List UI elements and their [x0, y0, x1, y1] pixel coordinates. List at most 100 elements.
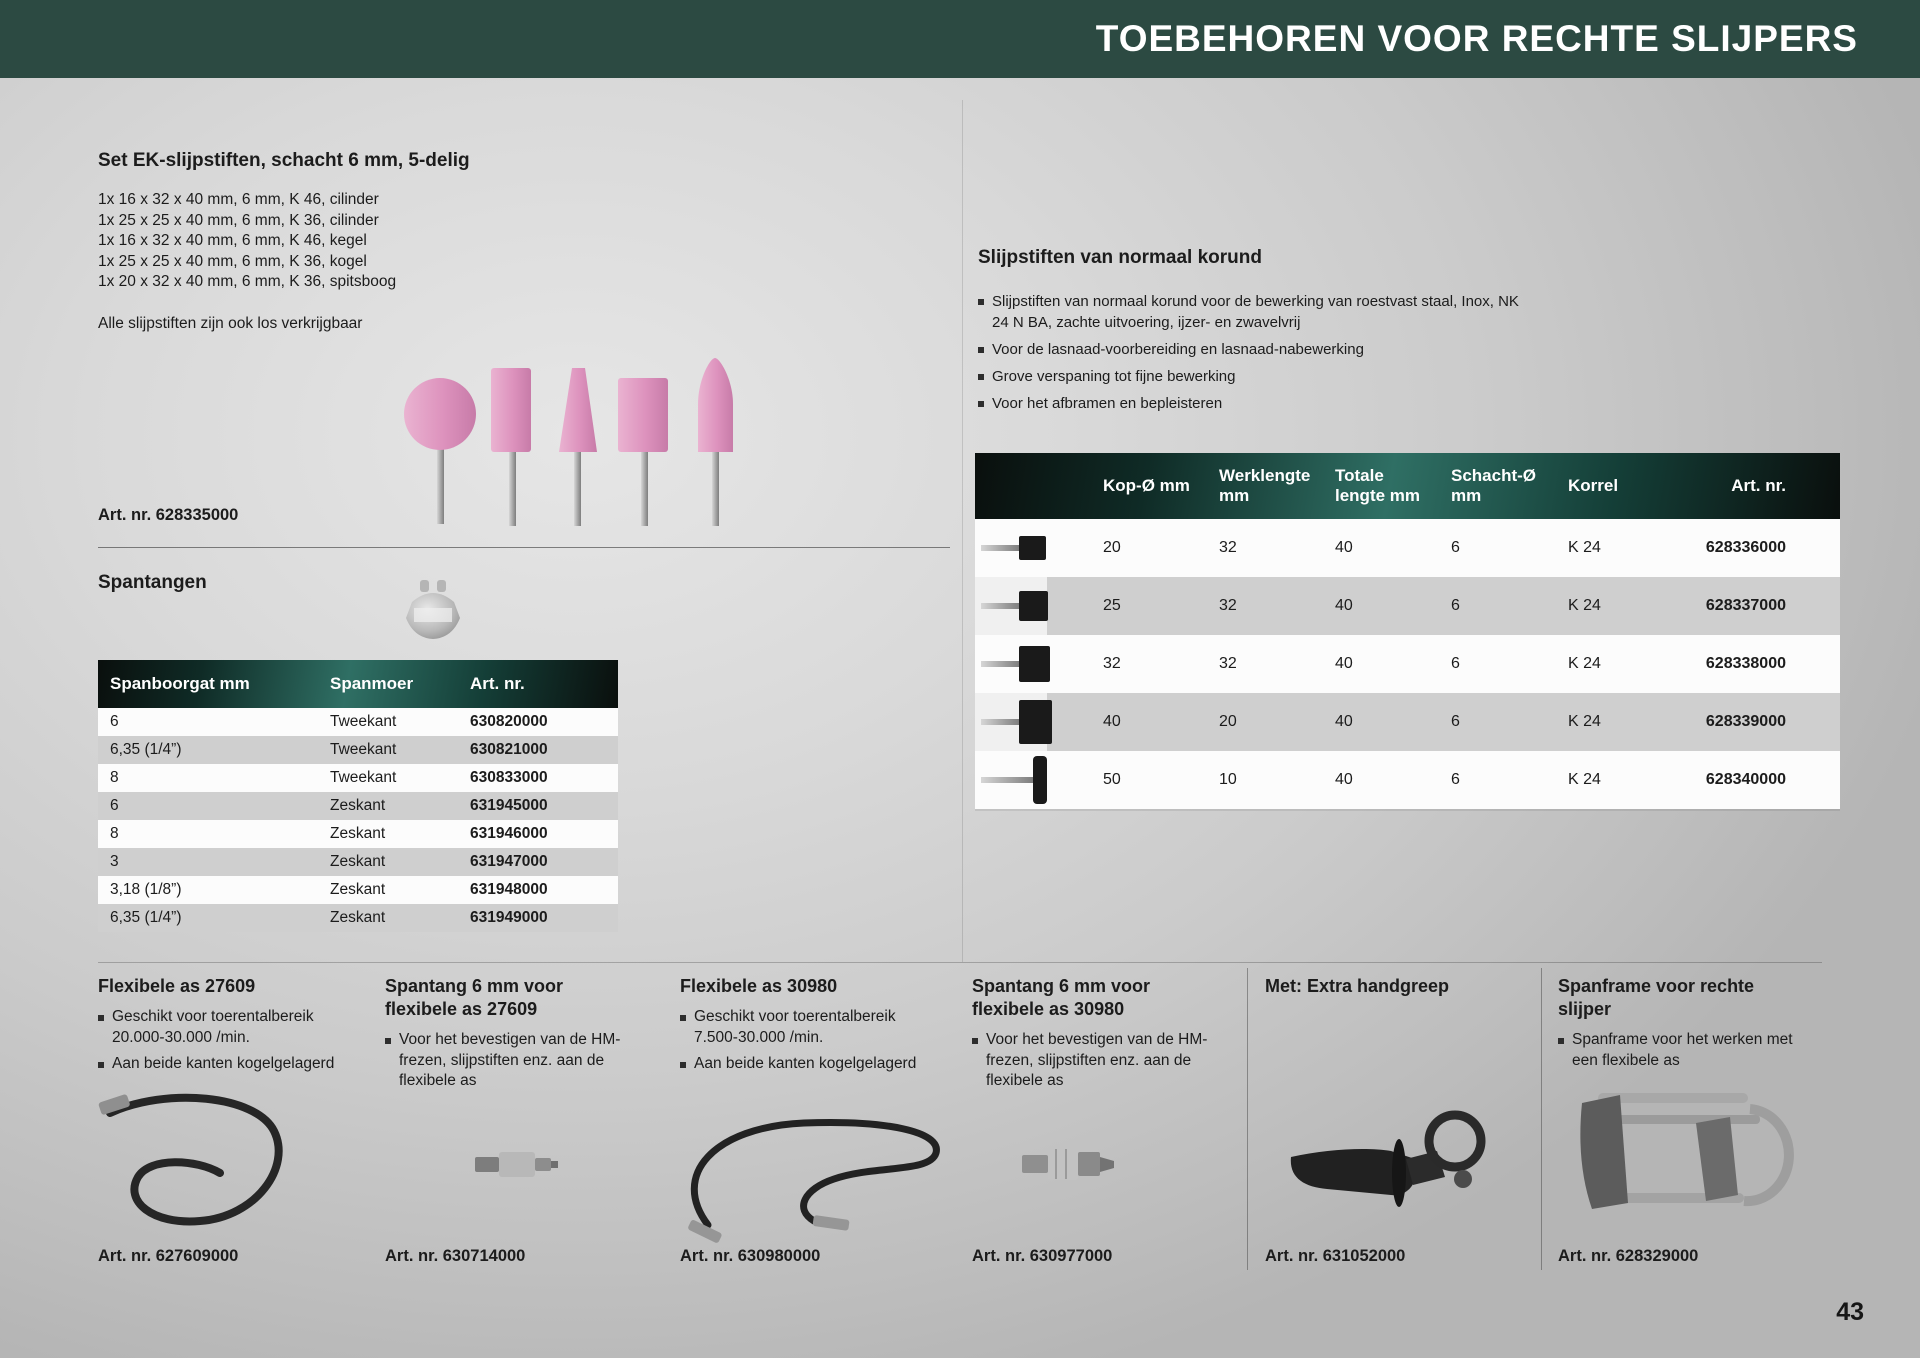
product-title: Flexibele as 30980: [680, 976, 838, 996]
side-handle-image: [1290, 1110, 1486, 1207]
cell-spanmoer: Zeskant: [330, 881, 386, 898]
cell-art-nr: 628340000: [1705, 771, 1786, 788]
cell-spanmoer: Zeskant: [330, 909, 386, 926]
cell-spanmoer: Tweekant: [330, 713, 397, 730]
cell-werklengte: 10: [1219, 771, 1237, 788]
col-header-werklengte: Werklengte mm: [1219, 466, 1311, 505]
cell-spanboorgat: 6: [110, 797, 119, 814]
korund-bullet-list: Slijpstiften van normaal korund voor de …: [978, 291, 1523, 420]
cell-art-nr: 631948000: [470, 881, 548, 898]
cell-spanmoer: Tweekant: [330, 769, 397, 786]
product-extra-handgreep: Met: Extra handgreep Art. nr. 631052000: [1265, 975, 1533, 1270]
product-art-nr: Art. nr. 630980000: [680, 1247, 821, 1265]
list-item: Geschikt voor toerentalbereik 20.000-30.…: [98, 1007, 348, 1048]
col-header-spanboorgat: Spanboorgat mm: [110, 674, 250, 693]
bullet-marker-icon: [978, 339, 992, 360]
bullet-text: Spanframe voor het werken met een flexib…: [1572, 1031, 1793, 1069]
list-item: Aan beide kanten kogelgelagerd: [680, 1054, 930, 1075]
cell-werklengte: 32: [1219, 539, 1237, 556]
grinding-pin-image: [975, 638, 1103, 690]
col-header-spanmoer: Spanmoer: [330, 674, 414, 693]
collet-chuck-image: [1022, 1148, 1114, 1180]
product-art-nr: Art. nr. 630977000: [972, 1247, 1113, 1265]
korund-section-title: Slijpstiften van normaal korund: [978, 247, 1262, 268]
bullet-text: Grove verspaning tot fijne bewerking: [992, 368, 1236, 385]
list-item: Spanframe voor het werken met een flexib…: [1558, 1030, 1808, 1071]
cell-korrel: K 24: [1568, 713, 1601, 730]
bullet-marker-icon: [680, 1007, 694, 1048]
cell-totale-lengte: 40: [1335, 655, 1353, 672]
page-number: 43: [1836, 1298, 1864, 1326]
grinding-stones-set-image: [404, 358, 733, 526]
cell-art-nr: 631945000: [470, 797, 548, 814]
flexible-shaft-image: [98, 1093, 283, 1226]
spantangen-table-body: 6 Tweekant 630820000 6,35 (1/4”) Tweekant 63…: [98, 708, 618, 932]
cell-schacht: 6: [1451, 539, 1460, 556]
page-header: TOEBEHOREN VOOR RECHTE SLIJPERS: [0, 0, 1920, 78]
product-bullet-list: Voor het bevestigen van de HM-frezen, sl…: [385, 1030, 635, 1092]
product-spanframe: Spanframe voor rechte slijper Spanframe …: [1558, 975, 1826, 1270]
cell-werklengte: 20: [1219, 713, 1237, 730]
bullet-text: Voor het bevestigen van de HM-frezen, sl…: [986, 1031, 1208, 1089]
table-row: 6,35 (1/4”) Tweekant 630821000: [98, 736, 618, 764]
product-flexibele-as-27609: Flexibele as 27609 Geschikt voor toerent…: [98, 975, 366, 1270]
grinding-wheel-image: [975, 754, 1103, 806]
product-bullet-list: Voor het bevestigen van de HM-frezen, sl…: [972, 1030, 1222, 1092]
product-title: Flexibele as 27609: [98, 976, 256, 996]
cell-spanmoer: Zeskant: [330, 853, 386, 870]
bullet-text: Voor de lasnaad-voorbereiding en lasnaad…: [992, 341, 1364, 358]
cell-spanboorgat: 3,18 (1/8”): [110, 881, 182, 898]
table-row: 6,35 (1/4”) Zeskant 631949000: [98, 904, 618, 932]
table-row: 50 10 40 6 K 24 628340000: [975, 751, 1840, 809]
product-art-nr: Art. nr. 630714000: [385, 1247, 526, 1265]
cell-art-nr: 631949000: [470, 909, 548, 926]
set-item-line: 1x 25 x 25 x 40 mm, 6 mm, K 36, kogel: [98, 252, 367, 270]
product-spantang-27609: Spantang 6 mm voor flexibele as 27609 Vo…: [385, 975, 653, 1270]
table-row: 40 20 40 6 K 24 628339000: [975, 693, 1840, 751]
cell-spanboorgat: 8: [110, 769, 119, 786]
left-divider: [98, 547, 950, 548]
grinding-pin-image: [975, 522, 1103, 574]
col-header-art-nr: Art. nr.: [470, 674, 525, 693]
product-bullet-list: Geschikt voor toerentalbereik 7.500-30.0…: [680, 1007, 930, 1075]
cell-spanmoer: Zeskant: [330, 825, 386, 842]
cell-schacht: 6: [1451, 655, 1460, 672]
list-item: Voor het bevestigen van de HM-frezen, sl…: [385, 1030, 635, 1092]
product-title: Met: Extra handgreep: [1265, 976, 1450, 996]
table-row: 20 32 40 6 K 24 628336000: [975, 519, 1840, 577]
bullet-marker-icon: [978, 393, 992, 414]
product-art-nr: Art. nr. 631052000: [1265, 1247, 1406, 1265]
cell-schacht: 6: [1451, 771, 1460, 788]
bullet-text: Aan beide kanten kogelgelagerd: [112, 1055, 335, 1072]
table-row: 6 Zeskant 631945000: [98, 792, 618, 820]
cell-korrel: K 24: [1568, 771, 1601, 788]
cell-kop: 25: [1103, 597, 1121, 614]
cell-spanmoer: Tweekant: [330, 741, 397, 758]
table-row: 6 Tweekant 630820000: [98, 708, 618, 736]
collet-nut-image: [406, 580, 460, 639]
bullet-text: Aan beide kanten kogelgelagerd: [694, 1055, 917, 1072]
set-section-title: Set EK-slijpstiften, schacht 6 mm, 5-del…: [98, 150, 470, 171]
product-title: Spantang 6 mm voor flexibele as 30980: [972, 976, 1151, 1019]
cell-schacht: 6: [1451, 713, 1460, 730]
cell-kop: 20: [1103, 539, 1121, 556]
clamping-frame-image: [1580, 1093, 1794, 1209]
set-item-list: 1x 16 x 32 x 40 mm, 6 mm, K 46, cilinder…: [98, 190, 396, 293]
table-row: 25 32 40 6 K 24 628337000: [975, 577, 1840, 635]
set-art-nr: Art. nr. 628335000: [98, 506, 239, 524]
collet-image: [475, 1152, 558, 1177]
table-row: 32 32 40 6 K 24 628338000: [975, 635, 1840, 693]
cell-totale-lengte: 40: [1335, 597, 1353, 614]
cell-spanboorgat: 6,35 (1/4”): [110, 741, 182, 758]
page-title: TOEBEHOREN VOOR RECHTE SLIJPERS: [1095, 18, 1858, 59]
set-note: Alle slijpstiften zijn ook los verkrijgb…: [98, 315, 363, 332]
korund-table-body: 20 32 40 6 K 24 628336000 25 32 40 6 K 24 62833700…: [975, 519, 1840, 811]
cell-art-nr: 630821000: [470, 741, 548, 758]
bullet-text: Slijpstiften van normaal korund voor de …: [992, 293, 1519, 331]
spantangen-title: Spantangen: [98, 572, 207, 593]
cell-spanboorgat: 8: [110, 825, 119, 842]
table-row: 8 Zeskant 631946000: [98, 820, 618, 848]
product-art-nr: Art. nr. 628329000: [1558, 1247, 1699, 1265]
bullet-marker-icon: [978, 366, 992, 387]
set-item-line: 1x 25 x 25 x 40 mm, 6 mm, K 36, cilinder: [98, 211, 379, 229]
